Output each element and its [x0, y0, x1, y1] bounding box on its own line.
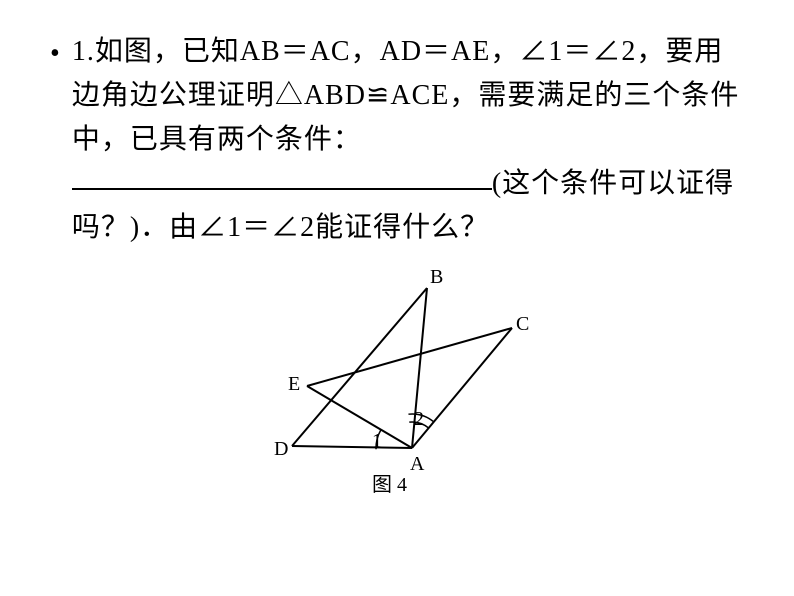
problem-text-part1: 1.如图，已知AB＝AC，AD＝AE，∠1＝∠2，要用边角边公理证明△ABD≌A… — [72, 36, 740, 155]
figure-caption: 图 4 — [372, 468, 407, 497]
label-D: D — [274, 438, 288, 461]
fill-blank — [72, 160, 492, 190]
problem-block: • 1.如图，已知AB＝AC，AD＝AE，∠1＝∠2，要用边角边公理证明△ABD… — [50, 30, 744, 250]
slide-content: • 1.如图，已知AB＝AC，AD＝AE，∠1＝∠2，要用边角边公理证明△ABD… — [0, 0, 794, 498]
label-angle1: 1 — [372, 430, 382, 453]
figure-container: A B C D E 1 2 图 4 — [50, 258, 744, 498]
label-A: A — [410, 453, 424, 476]
label-C: C — [516, 313, 529, 336]
problem-text: 1.如图，已知AB＝AC，AD＝AE，∠1＝∠2，要用边角边公理证明△ABD≌A… — [72, 30, 744, 250]
label-angle2: 2 — [414, 408, 424, 431]
label-E: E — [288, 373, 300, 396]
bullet-marker: • — [50, 32, 60, 76]
geometry-figure: A B C D E 1 2 图 4 — [252, 258, 542, 498]
label-B: B — [430, 266, 443, 289]
